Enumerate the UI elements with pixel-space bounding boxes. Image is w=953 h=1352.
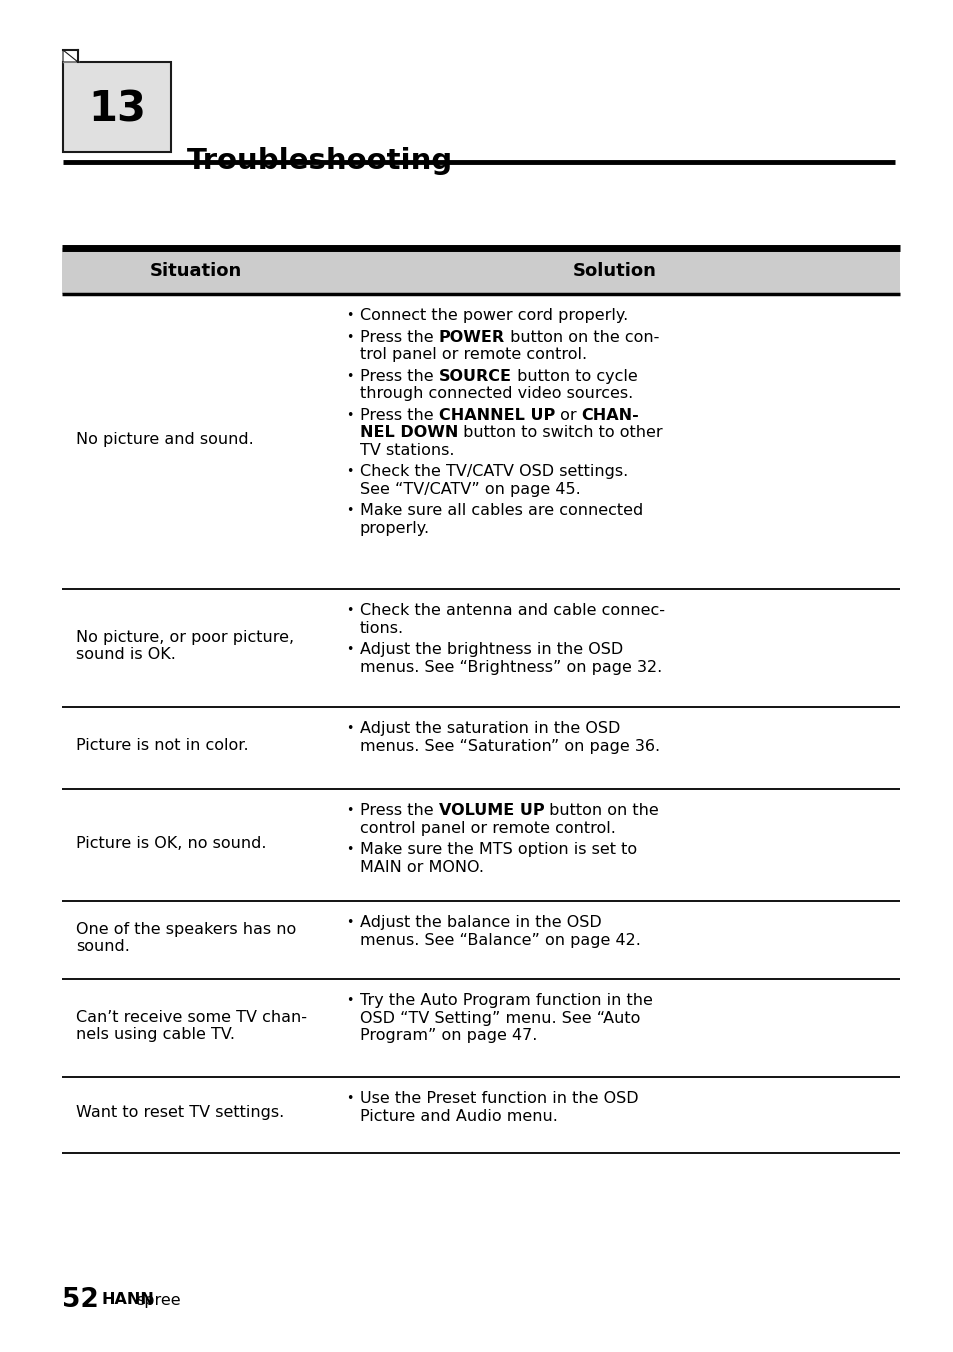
- Text: button to switch to other: button to switch to other: [457, 426, 662, 441]
- Text: 52: 52: [62, 1287, 99, 1313]
- Text: •: •: [346, 804, 354, 817]
- Text: Use the Preset function in the OSD: Use the Preset function in the OSD: [359, 1091, 638, 1106]
- Text: Check the TV/CATV OSD settings.: Check the TV/CATV OSD settings.: [359, 464, 628, 479]
- Text: Press the: Press the: [359, 330, 438, 345]
- Text: Make sure the MTS option is set to: Make sure the MTS option is set to: [359, 842, 637, 857]
- Text: •: •: [346, 994, 354, 1007]
- Text: CHANNEL UP: CHANNEL UP: [438, 408, 555, 423]
- Text: •: •: [346, 604, 354, 618]
- Text: NEL DOWN: NEL DOWN: [359, 426, 457, 441]
- Text: sound.: sound.: [76, 940, 130, 955]
- Text: Want to reset TV settings.: Want to reset TV settings.: [76, 1106, 284, 1121]
- Text: Situation: Situation: [150, 262, 242, 280]
- Text: Adjust the brightness in the OSD: Adjust the brightness in the OSD: [359, 642, 622, 657]
- Text: OSD “TV Setting” menu. See “Auto: OSD “TV Setting” menu. See “Auto: [359, 1011, 639, 1026]
- Text: menus. See “Saturation” on page 36.: menus. See “Saturation” on page 36.: [359, 738, 659, 754]
- Text: menus. See “Balance” on page 42.: menus. See “Balance” on page 42.: [359, 933, 640, 948]
- Text: •: •: [346, 1092, 354, 1105]
- Text: sound is OK.: sound is OK.: [76, 648, 175, 662]
- Text: Adjust the saturation in the OSD: Adjust the saturation in the OSD: [359, 721, 619, 737]
- Text: No picture, or poor picture,: No picture, or poor picture,: [76, 630, 294, 645]
- Text: Press the: Press the: [359, 803, 438, 818]
- Polygon shape: [63, 50, 78, 62]
- Text: Connect the power cord properly.: Connect the power cord properly.: [359, 308, 628, 323]
- Text: •: •: [346, 465, 354, 479]
- Text: properly.: properly.: [359, 521, 430, 535]
- Text: SOURCE: SOURCE: [438, 369, 511, 384]
- Text: button to cycle: button to cycle: [511, 369, 637, 384]
- Text: through connected video sources.: through connected video sources.: [359, 387, 633, 402]
- Text: Picture and Audio menu.: Picture and Audio menu.: [359, 1109, 558, 1124]
- Text: Picture is not in color.: Picture is not in color.: [76, 738, 249, 753]
- Text: spree: spree: [136, 1293, 180, 1307]
- Bar: [63, 62, 171, 151]
- Text: Troubleshooting: Troubleshooting: [187, 147, 453, 174]
- Text: CHAN-: CHAN-: [581, 408, 639, 423]
- Text: •: •: [346, 331, 354, 343]
- Text: control panel or remote control.: control panel or remote control.: [359, 821, 616, 836]
- Text: •: •: [346, 644, 354, 656]
- Text: Solution: Solution: [573, 262, 657, 280]
- Text: 13: 13: [88, 88, 146, 130]
- Polygon shape: [63, 50, 78, 62]
- Text: Try the Auto Program function in the: Try the Auto Program function in the: [359, 994, 652, 1009]
- Text: •: •: [346, 310, 354, 322]
- Text: Press the: Press the: [359, 369, 438, 384]
- Text: TV stations.: TV stations.: [359, 442, 454, 458]
- Text: button on the con-: button on the con-: [504, 330, 659, 345]
- Text: VOLUME UP: VOLUME UP: [438, 803, 544, 818]
- Text: or: or: [555, 408, 581, 423]
- Text: POWER: POWER: [438, 330, 504, 345]
- Text: Program” on page 47.: Program” on page 47.: [359, 1029, 537, 1044]
- Text: One of the speakers has no: One of the speakers has no: [76, 922, 296, 937]
- Text: Make sure all cables are connected: Make sure all cables are connected: [359, 503, 642, 518]
- Text: Press the: Press the: [359, 408, 438, 423]
- Text: Adjust the balance in the OSD: Adjust the balance in the OSD: [359, 915, 601, 930]
- Text: No picture and sound.: No picture and sound.: [76, 433, 253, 448]
- Text: •: •: [346, 722, 354, 735]
- Text: trol panel or remote control.: trol panel or remote control.: [359, 347, 586, 362]
- Text: tions.: tions.: [359, 621, 404, 635]
- Text: See “TV/CATV” on page 45.: See “TV/CATV” on page 45.: [359, 481, 580, 496]
- Text: Check the antenna and cable connec-: Check the antenna and cable connec-: [359, 603, 664, 618]
- Text: •: •: [346, 408, 354, 422]
- Text: menus. See “Brightness” on page 32.: menus. See “Brightness” on page 32.: [359, 660, 661, 675]
- Text: Picture is OK, no sound.: Picture is OK, no sound.: [76, 836, 266, 850]
- Text: •: •: [346, 844, 354, 856]
- Text: button on the: button on the: [544, 803, 659, 818]
- Text: •: •: [346, 369, 354, 383]
- Bar: [62, 247, 899, 293]
- Text: HANN: HANN: [102, 1293, 154, 1307]
- Text: •: •: [346, 917, 354, 929]
- Text: •: •: [346, 504, 354, 518]
- Text: Can’t receive some TV chan-: Can’t receive some TV chan-: [76, 1010, 307, 1025]
- Text: MAIN or MONO.: MAIN or MONO.: [359, 860, 483, 875]
- Text: nels using cable TV.: nels using cable TV.: [76, 1028, 234, 1042]
